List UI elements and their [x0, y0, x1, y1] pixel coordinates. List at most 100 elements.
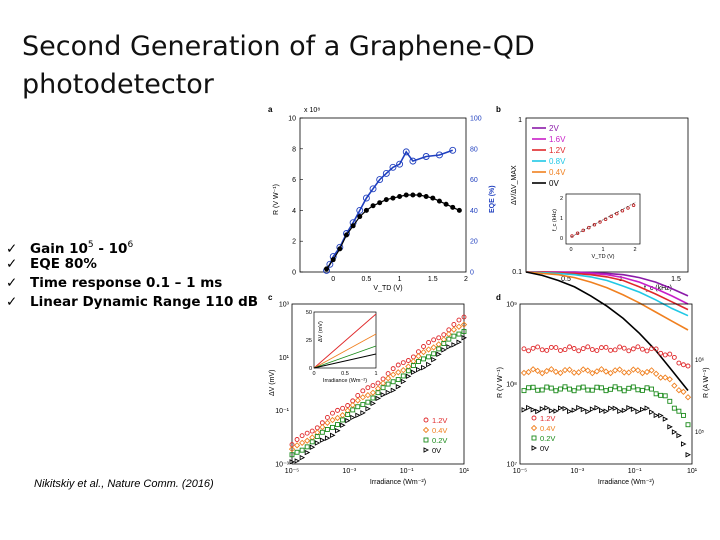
data-point-d: [526, 348, 532, 354]
data-point-c: [309, 444, 316, 450]
data-point-c: [309, 439, 315, 445]
data-point-c: [360, 388, 366, 394]
data-point-d: [539, 406, 546, 412]
data-point-d: [589, 406, 596, 412]
data-point-c: [288, 446, 296, 453]
bullet-item: ✓ Time response 0.1 – 1 ms: [6, 275, 223, 291]
data-point-a: [324, 266, 330, 272]
series-line-a: [325, 149, 453, 271]
x-axis-label-d: Irradiance (Wm⁻²): [598, 479, 654, 486]
data-point-c: [324, 427, 330, 432]
data-point-c: [441, 332, 447, 338]
panel-c-frame: [291, 303, 465, 465]
data-point-c: [365, 406, 371, 412]
data-point-d: [635, 387, 641, 393]
y-tick-right-d: 10⁶: [695, 357, 705, 364]
data-point-d: [580, 366, 587, 373]
x-axis-label-b: f_c (kHz): [644, 285, 672, 292]
data-point-d: [598, 345, 604, 351]
data-point-a: [409, 157, 417, 165]
title-line-2: photodetector: [22, 69, 214, 100]
data-point-c: [335, 427, 341, 434]
y-tick-left-a: 2: [292, 239, 296, 246]
data-point-d: [680, 388, 687, 395]
data-point-c: [421, 344, 426, 349]
data-point-a: [397, 194, 403, 200]
data-point-c: [324, 419, 331, 426]
data-point-d: [520, 369, 528, 377]
data-point-d: [539, 370, 546, 377]
data-point-c: [421, 364, 427, 371]
data-point-d: [580, 406, 587, 413]
data-point-c: [421, 356, 426, 362]
data-point-d: [658, 350, 664, 356]
citation: Nikitskiy et al., Nature Comm. (2016): [34, 478, 214, 490]
legend-label-b: 2V: [549, 124, 559, 133]
data-point-d: [657, 374, 664, 381]
data-point-d: [571, 388, 577, 394]
data-point-d: [598, 366, 605, 373]
x-axis-label-c: Irradiance (Wm⁻²): [370, 479, 426, 486]
bullet-list: ✓ Gain 105 - 106 ✓ EQE 80% ✓ Time response …: [6, 236, 258, 312]
data-point-d: [543, 367, 550, 375]
data-point-d: [607, 369, 614, 377]
data-point-d: [653, 346, 659, 352]
legend-label-d: 0.2V: [540, 434, 555, 443]
data-point-d: [576, 348, 582, 354]
data-point-c: [431, 356, 437, 363]
data-point-a: [356, 206, 364, 214]
legend-label-b: 0.8V: [549, 157, 566, 166]
data-point-c: [339, 412, 346, 419]
y-tick-c: 10⁻³: [275, 462, 289, 469]
data-point-c: [340, 422, 346, 429]
y-tick-left-a: 0: [292, 270, 296, 277]
data-point-c: [355, 404, 361, 410]
data-point-d: [553, 388, 559, 394]
data-point-a: [390, 195, 396, 201]
x-tick-c: 10⁻³: [342, 468, 356, 475]
data-point-c: [299, 433, 305, 439]
panel-label-c: c: [268, 293, 273, 302]
checkmark-icon: ✓: [6, 294, 18, 310]
inset-x-tick-b: 2: [633, 247, 636, 253]
legend-label-b: 1.6V: [549, 135, 566, 144]
data-point-a: [369, 185, 377, 193]
inset-line-c: [313, 333, 377, 369]
data-point-d: [630, 366, 637, 373]
data-point-c: [390, 366, 396, 372]
data-point-d: [684, 394, 692, 401]
data-point-d: [535, 344, 541, 350]
data-point-d: [652, 370, 660, 377]
data-point-c: [298, 439, 306, 446]
data-point-d: [535, 387, 541, 393]
data-point-d: [685, 363, 691, 369]
data-point-d: [530, 384, 536, 390]
data-point-d: [671, 354, 677, 360]
data-point-d: [662, 374, 669, 381]
series-line-b: [525, 271, 689, 331]
inset-line-c: [313, 353, 377, 369]
legend-marker-c: [422, 426, 430, 434]
data-point-d: [639, 406, 646, 413]
inset-fit-b: [570, 201, 637, 238]
y-tick-b: 1: [518, 117, 522, 124]
data-point-c: [441, 341, 447, 346]
data-point-c: [345, 412, 351, 417]
data-point-d: [553, 408, 559, 414]
data-point-d: [676, 360, 682, 366]
legend-marker-c: [423, 447, 430, 453]
data-point-a: [376, 176, 384, 184]
data-point-c: [345, 417, 351, 424]
data-point-a: [435, 151, 443, 159]
data-point-c: [410, 363, 416, 369]
data-point-c: [365, 385, 371, 391]
data-point-c: [436, 346, 442, 352]
data-point-d: [649, 386, 655, 392]
data-point-d: [576, 385, 582, 391]
data-point-c: [395, 362, 401, 368]
data-point-a: [370, 203, 376, 209]
x-tick-d: 10¹: [687, 468, 698, 475]
data-point-a: [436, 198, 442, 204]
data-point-c: [400, 373, 406, 379]
